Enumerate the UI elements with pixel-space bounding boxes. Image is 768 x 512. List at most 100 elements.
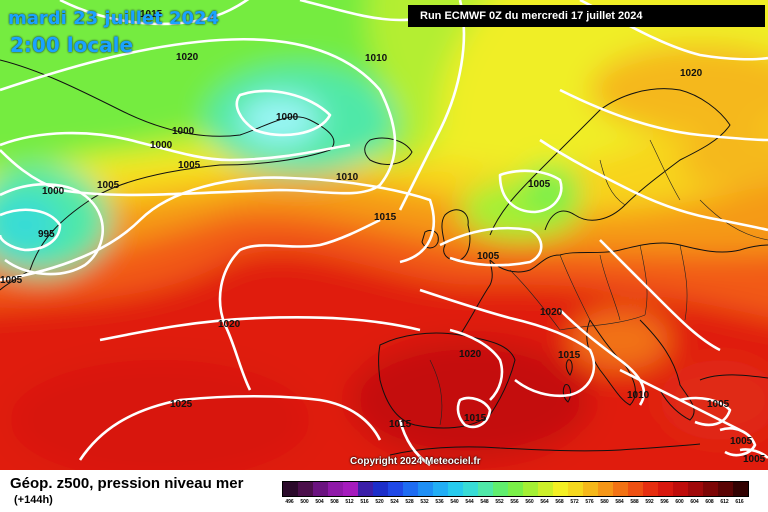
legend-footer: Géop. z500, pression niveau mer (+144h) … xyxy=(0,470,768,512)
forecast-time-title: 2:00 locale xyxy=(10,33,134,57)
isobar-label: 1005 xyxy=(743,454,766,465)
isobars xyxy=(0,0,768,465)
scale-tick-label: 500 xyxy=(300,499,309,505)
isobar-label: 1000 xyxy=(42,186,65,197)
scale-tick-label: 592 xyxy=(645,499,654,505)
isobar-label: 1025 xyxy=(170,399,193,410)
copyright-notice: Copyright 2024 Meteociel.fr xyxy=(350,456,481,467)
scale-tick-label: 600 xyxy=(675,499,684,505)
scale-tick-label: 508 xyxy=(330,499,339,505)
scale-tick-label: 536 xyxy=(435,499,444,505)
isobar-label: 1005 xyxy=(528,179,551,190)
scale-swatch xyxy=(688,482,703,496)
scale-tick-label: 580 xyxy=(600,499,609,505)
scale-swatch xyxy=(538,482,553,496)
scale-tick-label: 552 xyxy=(495,499,504,505)
isobar-label: 1015 xyxy=(389,419,412,430)
isobar-label: 1010 xyxy=(336,172,359,183)
scale-swatch xyxy=(508,482,523,496)
scale-swatch xyxy=(673,482,688,496)
forecast-date-title: mardi 23 juillet 2024 xyxy=(8,8,220,29)
parameter-label: Géop. z500, pression niveau mer xyxy=(10,475,244,492)
scale-swatch xyxy=(568,482,583,496)
country-borders xyxy=(429,139,768,426)
color-scale-bar xyxy=(282,481,749,497)
scale-tick-label: 596 xyxy=(660,499,669,505)
isobar-label: 1020 xyxy=(459,349,482,360)
scale-tick-label: 576 xyxy=(585,499,594,505)
lead-time-label: (+144h) xyxy=(14,494,53,506)
scale-tick-label: 568 xyxy=(555,499,564,505)
scale-swatch xyxy=(283,482,298,496)
scale-swatch xyxy=(598,482,613,496)
isobar-label: 1020 xyxy=(680,68,703,79)
scale-swatch xyxy=(658,482,673,496)
scale-tick-label: 584 xyxy=(615,499,624,505)
isobar-labels: 1015 1020 1010 1000 1000 1000 1005 1005 … xyxy=(0,9,766,465)
scale-swatch xyxy=(463,482,478,496)
scale-swatch xyxy=(478,482,493,496)
scale-swatch xyxy=(388,482,403,496)
scale-swatch xyxy=(493,482,508,496)
scale-swatch xyxy=(358,482,373,496)
isobar-label: 1015 xyxy=(374,212,397,223)
scale-tick-label: 616 xyxy=(735,499,744,505)
scale-tick-label: 516 xyxy=(360,499,369,505)
scale-swatch xyxy=(403,482,418,496)
scale-tick-label: 560 xyxy=(525,499,534,505)
scale-tick-label: 548 xyxy=(480,499,489,505)
scale-swatch xyxy=(583,482,598,496)
isobar-label: 1005 xyxy=(97,180,120,191)
isobar-label: 1005 xyxy=(0,275,23,286)
scale-tick-label: 572 xyxy=(570,499,579,505)
isobar-label: 1015 xyxy=(558,350,581,361)
scale-swatch xyxy=(643,482,658,496)
scale-tick-label: 608 xyxy=(705,499,714,505)
isobar-label: 1015 xyxy=(140,9,163,20)
isobar-label: 1000 xyxy=(276,112,299,123)
isobar-label: 1015 xyxy=(464,413,487,424)
weather-map: 1015 1020 1010 1000 1000 1000 1005 1005 … xyxy=(0,0,768,470)
isobar-label: 1010 xyxy=(627,390,650,401)
isobar-label: 1000 xyxy=(150,140,173,151)
scale-swatch xyxy=(523,482,538,496)
scale-swatch xyxy=(298,482,313,496)
scale-tick-label: 604 xyxy=(690,499,699,505)
scale-tick-label: 504 xyxy=(315,499,324,505)
scale-swatch xyxy=(448,482,463,496)
scale-swatch xyxy=(373,482,388,496)
scale-tick-label: 528 xyxy=(405,499,414,505)
isobar-label: 1020 xyxy=(218,319,241,330)
scale-tick-label: 532 xyxy=(420,499,429,505)
scale-tick-label: 588 xyxy=(630,499,639,505)
color-scale-labels: 496 500 504 508 512 516 520 524 528 532 536 540 544 5… xyxy=(282,499,747,505)
scale-tick-label: 512 xyxy=(345,499,354,505)
scale-tick-label: 544 xyxy=(465,499,474,505)
geopotential-field xyxy=(0,0,768,470)
scale-tick-label: 540 xyxy=(450,499,459,505)
scale-tick-label: 524 xyxy=(390,499,399,505)
isobar-label: 1020 xyxy=(540,307,563,318)
scale-tick-label: 612 xyxy=(720,499,729,505)
scale-swatch xyxy=(553,482,568,496)
isobar-label: 1000 xyxy=(172,126,195,137)
scale-swatch xyxy=(628,482,643,496)
scale-swatch xyxy=(418,482,433,496)
isobar-label: 1010 xyxy=(365,53,388,64)
scale-swatch xyxy=(733,482,748,496)
scale-swatch xyxy=(343,482,358,496)
scale-swatch xyxy=(718,482,733,496)
scale-tick-label: 556 xyxy=(510,499,519,505)
scale-tick-label: 520 xyxy=(375,499,384,505)
model-run-info: Run ECMWF 0Z du mercredi 17 juillet 2024 xyxy=(408,5,765,27)
isobar-label: 1005 xyxy=(730,436,753,447)
scale-swatch xyxy=(313,482,328,496)
isobar-label: 1005 xyxy=(178,160,201,171)
scale-swatch xyxy=(613,482,628,496)
scale-swatch xyxy=(433,482,448,496)
scale-swatch xyxy=(703,482,718,496)
isobar-label: 995 xyxy=(38,229,55,240)
scale-swatch xyxy=(328,482,343,496)
isobar-label: 1005 xyxy=(707,399,730,410)
scale-tick-label: 564 xyxy=(540,499,549,505)
